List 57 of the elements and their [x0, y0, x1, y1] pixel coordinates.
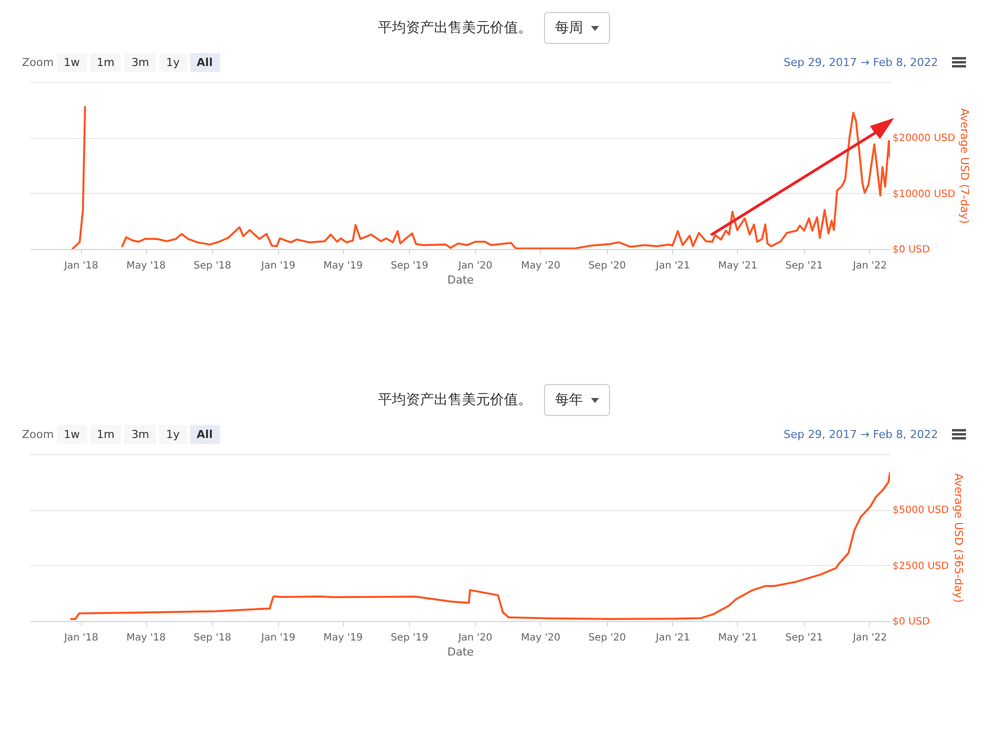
x-tick-label: Jan '22: [852, 632, 888, 644]
y-tick-label: $0 USD: [892, 244, 930, 256]
text: 1y: [159, 424, 187, 444]
text: 1y: [159, 52, 187, 72]
x-tick-label: Jan '19: [260, 632, 296, 644]
x-tick-label: May '20: [521, 632, 560, 644]
x-tick-label: Sep '19: [390, 260, 428, 272]
x-tick-label: Sep '21: [785, 632, 823, 644]
text: Zoom: [22, 428, 54, 440]
x-tick-label: Jan '22: [852, 260, 888, 272]
text: Zoom: [22, 56, 54, 68]
y-tick-label: $20000 USD: [892, 133, 956, 144]
x-tick-label: Jan '18: [63, 260, 98, 272]
x-tick-label: May '19: [323, 260, 363, 272]
y-tick-label: $0 USD: [892, 616, 930, 628]
x-tick-label: Sep '18: [194, 632, 232, 644]
chart-title: 平均资产出售美元价值。: [378, 391, 532, 409]
text: 1m: [90, 52, 122, 72]
text: 1w: [56, 424, 87, 444]
x-tick-label: Sep '20: [588, 632, 626, 644]
x-tick-label: Jan '21: [654, 632, 690, 644]
dropdown-field: 每年: [544, 384, 610, 416]
text: All: [190, 424, 220, 444]
x-tick-label: Sep '19: [390, 632, 428, 644]
x-tick-label: Jan '20: [457, 260, 492, 272]
text: Sep 29, 2017 → Feb 8, 2022: [784, 428, 938, 440]
x-tick-label: May '18: [126, 260, 166, 272]
text: 1w: [56, 52, 87, 72]
dropdown-field: 每周: [544, 12, 610, 44]
chart-subtitle: 每年: [555, 391, 583, 409]
text: All: [190, 52, 220, 72]
x-axis-title: Date: [447, 646, 474, 658]
x-tick-label: Jan '20: [457, 632, 492, 644]
y-axis-title: Average USD (7-day): [958, 108, 972, 224]
x-tick-label: May '19: [323, 632, 363, 644]
x-tick-label: May '21: [718, 260, 758, 272]
x-tick-label: Jan '19: [260, 260, 296, 272]
y-tick-label: $2500 USD: [892, 560, 950, 572]
x-tick-label: Sep '20: [588, 260, 626, 272]
text: Sep 29, 2017 → Feb 8, 2022: [784, 56, 938, 68]
text: 3m: [124, 52, 156, 72]
y-tick-label: $5000 USD: [892, 505, 950, 516]
x-tick-label: Sep '18: [194, 260, 232, 272]
x-tick-label: Jan '18: [63, 632, 98, 644]
x-tick-label: May '18: [126, 632, 166, 644]
chart-title: 平均资产出售美元价值。: [378, 19, 532, 37]
chart-subtitle: 每周: [555, 19, 583, 37]
x-tick-label: May '20: [521, 260, 560, 272]
y-axis-title: Average USD (365-day): [952, 473, 965, 603]
y-tick-label: $10000 USD: [892, 188, 956, 200]
text: 3m: [124, 424, 156, 444]
x-tick-label: Jan '21: [654, 260, 690, 272]
x-tick-label: May '21: [718, 632, 758, 644]
text: 1m: [90, 424, 122, 444]
x-axis-title: Date: [447, 274, 474, 286]
x-tick-label: Sep '21: [785, 260, 823, 272]
line-series: [70, 471, 890, 620]
